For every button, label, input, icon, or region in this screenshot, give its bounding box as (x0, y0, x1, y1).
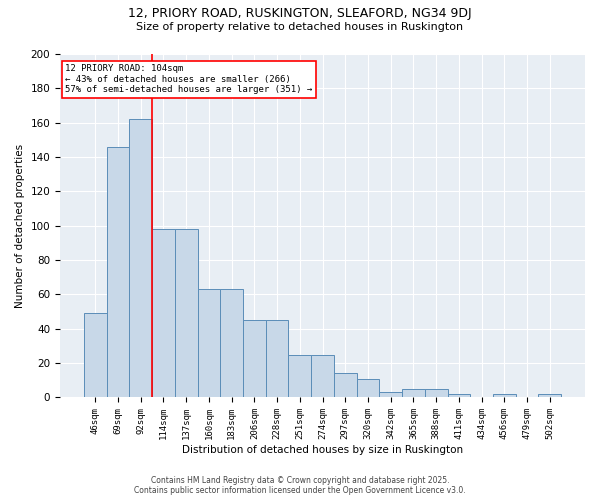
Bar (538, 394, 561, 398)
Text: 12 PRIORY ROAD: 104sqm
← 43% of detached houses are smaller (266)
57% of semi-de: 12 PRIORY ROAD: 104sqm ← 43% of detached… (65, 64, 313, 94)
Bar (356, 378, 379, 398)
Bar (379, 392, 402, 398)
Bar (311, 354, 334, 398)
Text: 12, PRIORY ROAD, RUSKINGTON, SLEAFORD, NG34 9DJ: 12, PRIORY ROAD, RUSKINGTON, SLEAFORD, N… (128, 8, 472, 20)
Bar (197, 290, 220, 398)
Text: Size of property relative to detached houses in Ruskington: Size of property relative to detached ho… (136, 22, 464, 32)
Bar (130, 120, 152, 398)
Bar (175, 229, 197, 398)
Bar (84, 314, 107, 398)
Bar (448, 394, 470, 398)
Bar (334, 374, 356, 398)
Bar (493, 394, 515, 398)
Bar (107, 146, 130, 398)
Y-axis label: Number of detached properties: Number of detached properties (15, 144, 25, 308)
Text: Contains HM Land Registry data © Crown copyright and database right 2025.
Contai: Contains HM Land Registry data © Crown c… (134, 476, 466, 495)
Bar (402, 389, 425, 398)
Bar (266, 320, 289, 398)
Bar (220, 290, 243, 398)
Bar (152, 229, 175, 398)
Bar (243, 320, 266, 398)
X-axis label: Distribution of detached houses by size in Ruskington: Distribution of detached houses by size … (182, 445, 463, 455)
Bar (289, 354, 311, 398)
Bar (425, 389, 448, 398)
